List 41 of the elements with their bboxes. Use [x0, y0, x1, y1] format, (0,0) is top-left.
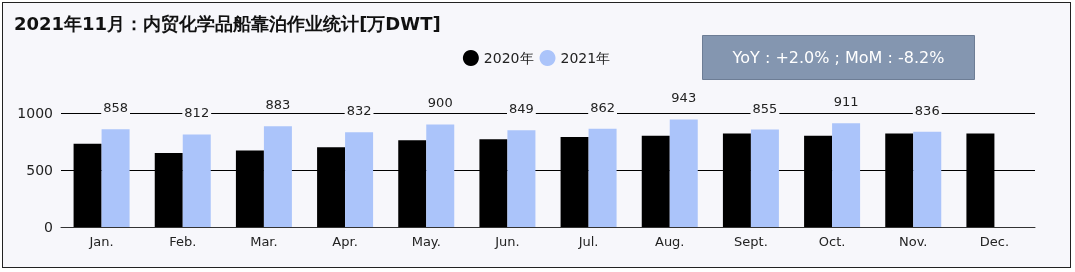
data-label: 836: [914, 102, 940, 118]
bar: [750, 129, 779, 227]
x-tick-label: Feb.: [169, 234, 197, 249]
bar: [913, 131, 942, 227]
bar: [101, 129, 130, 227]
bar: [669, 119, 698, 227]
data-label: 883: [265, 97, 291, 113]
data-label: 862: [590, 99, 615, 115]
text: YoY : +2.0% ; MoM : -8.2%: [731, 48, 945, 67]
y-tick-label: 500: [26, 162, 53, 178]
x-tick-label: Jan.: [88, 234, 114, 249]
bar: [832, 123, 861, 227]
x-tick-label: Apr.: [332, 234, 358, 249]
bar: [588, 128, 617, 227]
x-tick-label: Jun.: [494, 234, 520, 249]
x-tick-label: Mar.: [250, 234, 278, 249]
data-label: 858: [103, 100, 128, 116]
bar: [426, 124, 455, 227]
x-tick-label: Nov.: [899, 234, 928, 249]
data-label: 849: [509, 101, 534, 117]
x-tick-label: Jul.: [577, 234, 599, 249]
data-label: 832: [346, 103, 372, 119]
chart-title: 2021年11月：内贸化学品船靠泊作业统计[万DWT]: [14, 12, 441, 34]
bar: [182, 134, 211, 227]
y-tick-label: 0: [44, 219, 53, 235]
x-tick-label: Aug.: [654, 234, 685, 249]
legend-label: 2020年: [483, 50, 534, 66]
data-label: 911: [833, 94, 859, 110]
data-label: 812: [184, 105, 210, 121]
data-label: 900: [427, 95, 453, 111]
data-label: 943: [671, 90, 697, 106]
bar: [507, 130, 536, 227]
legend-label: 2021年: [560, 50, 611, 66]
x-tick-label: Oct.: [818, 234, 846, 249]
bar: [345, 132, 374, 227]
bar: [263, 126, 292, 227]
y-tick-label: 1000: [17, 105, 53, 121]
x-tick-label: Dec.: [979, 234, 1010, 249]
data-label: 855: [752, 100, 778, 116]
x-tick-label: May.: [411, 234, 441, 249]
x-tick-label: Sept.: [734, 234, 768, 249]
